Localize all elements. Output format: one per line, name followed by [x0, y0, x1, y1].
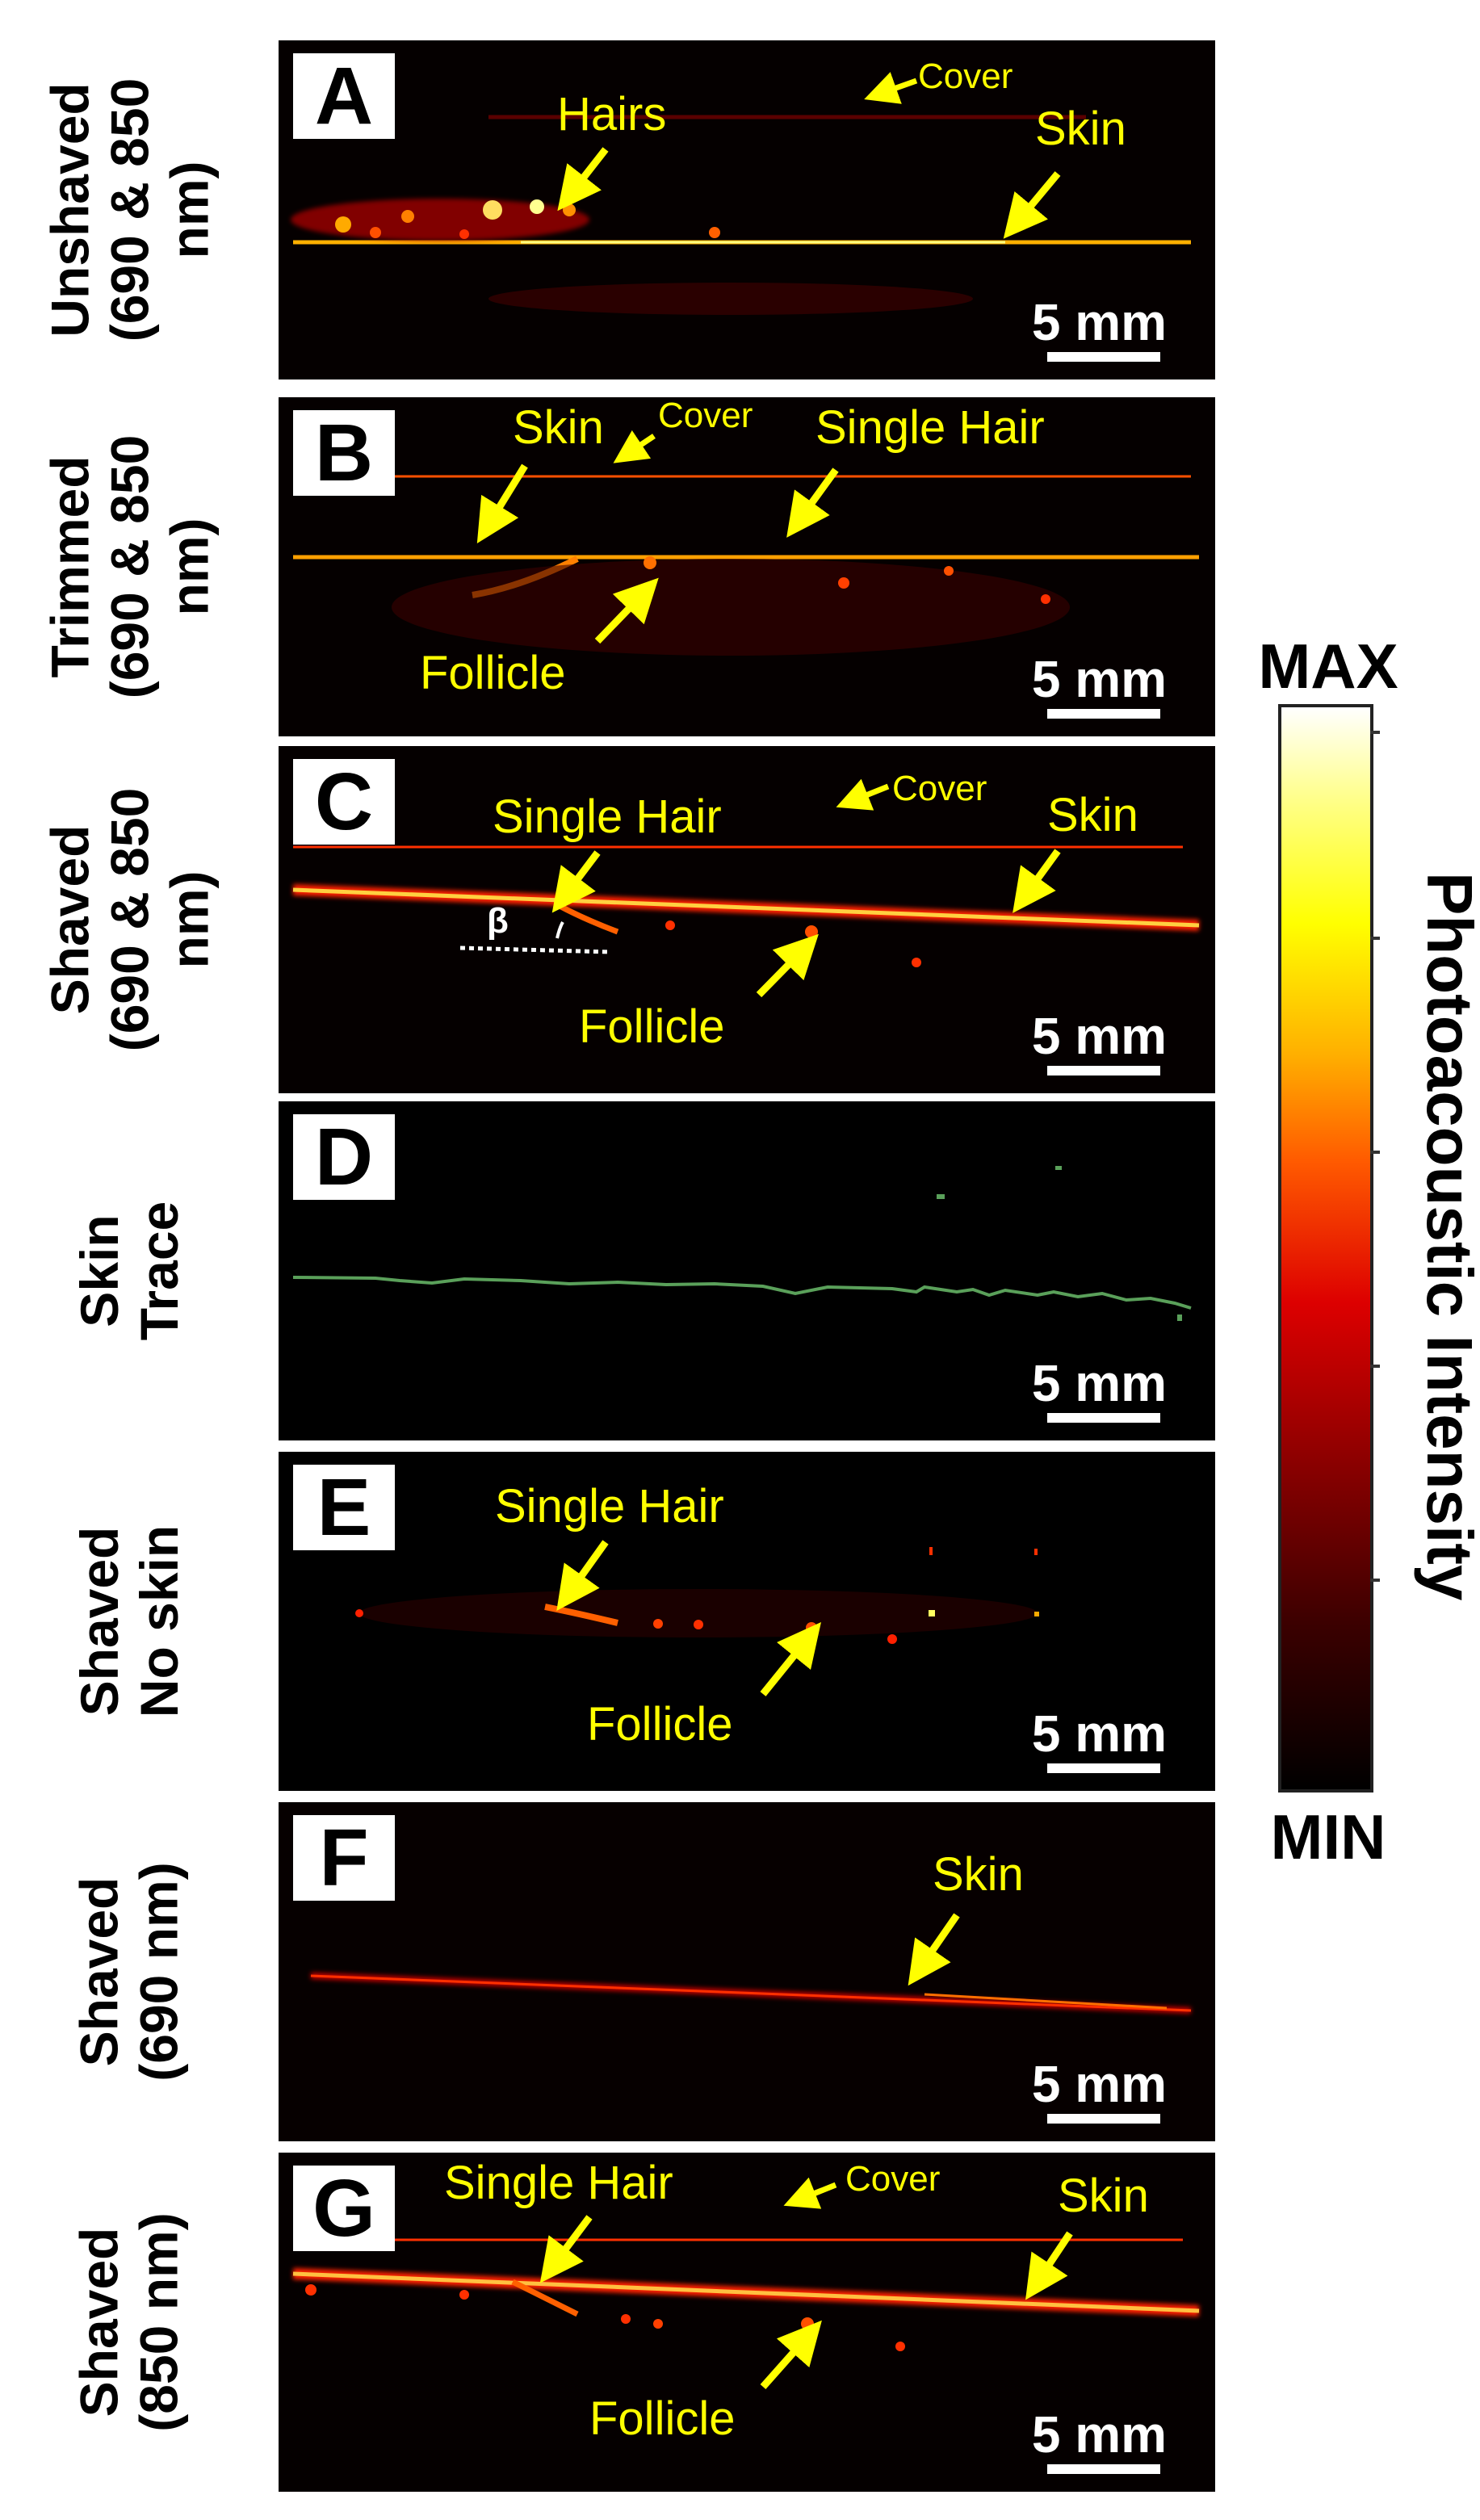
panel-e-image: E Single Hair Follicle 5 mm	[279, 1452, 1215, 1791]
scale-bar-f: 5 mm	[989, 2057, 1167, 2124]
row-label-line: (690 & 850	[99, 787, 159, 1052]
annotation-skin: Skin	[933, 1848, 1024, 1901]
colorbar-tick	[1370, 937, 1380, 940]
annotation-cover: Cover	[892, 769, 987, 808]
row-label-d: Skin Trace	[0, 1101, 258, 1440]
row-label-line: No skin	[128, 1524, 189, 1718]
annotation-skin: Skin	[513, 401, 604, 454]
colorbar-tick	[1370, 1365, 1380, 1368]
row-label-line: Shaved	[69, 1526, 129, 1717]
row-label-line: nm)	[159, 870, 219, 969]
annotation-arrows-a	[557, 72, 1061, 239]
colorbar-tick	[1370, 1151, 1380, 1154]
scale-bar-label: 5 mm	[1031, 1704, 1167, 1763]
colorbar-title-text: Photoacoustic Intensity	[1414, 872, 1480, 1601]
row-label-g: Shaved (850 nm)	[0, 2153, 258, 2492]
panel-letter-b: B	[293, 410, 395, 496]
scale-bar-label: 5 mm	[1031, 2405, 1167, 2463]
row-label-line: (850 nm)	[128, 2212, 189, 2432]
annotation-arrows-c	[551, 778, 1061, 998]
panel-letter-c: C	[293, 759, 395, 845]
row-label-line: Shaved	[40, 824, 99, 1015]
row-label-line: (690 & 850	[99, 78, 159, 342]
panel-f-image: F Skin 5 mm	[279, 1802, 1215, 2141]
panel-letter-d: D	[293, 1114, 395, 1200]
photoacoustic-image-f	[310, 1973, 1192, 2014]
annotation-follicle: Follicle	[589, 2392, 736, 2445]
annotation-single-hair: Single Hair	[495, 1480, 724, 1533]
scale-bar-e: 5 mm	[989, 1707, 1167, 1773]
annotation-hairs: Hairs	[557, 88, 667, 140]
annotation-arrows-f	[908, 1913, 960, 1986]
photoacoustic-image-e	[355, 1547, 1039, 1644]
row-label-line: Trace	[128, 1201, 189, 1341]
row-label-line: Skin	[69, 1214, 129, 1327]
annotation-cover: Cover	[918, 57, 1013, 96]
row-label-e: Shaved No skin	[0, 1452, 258, 1791]
row-label-line: Shaved	[69, 1876, 129, 2067]
colorbar-tick	[1370, 1579, 1380, 1582]
row-label-line: Trimmed	[40, 455, 99, 678]
panel-b-image: B Skin Cover Single Hair Follicle 5 mm	[279, 397, 1215, 736]
row-label-line: Shaved	[69, 2227, 129, 2417]
scale-bar-label: 5 mm	[1031, 1007, 1167, 1065]
annotation-single-hair: Single Hair	[493, 790, 722, 843]
row-label-line: (690 & 850	[99, 434, 159, 699]
row-label-b: Trimmed (690 & 850 nm)	[0, 397, 258, 736]
scale-bar-d: 5 mm	[989, 1356, 1167, 1423]
colorbar-tick	[1370, 731, 1380, 734]
row-label-line: (690 nm)	[128, 1862, 189, 2082]
scale-bar-line	[1047, 1413, 1160, 1423]
panel-d-image: D 5 mm	[279, 1101, 1215, 1440]
row-label-a: Unshaved (690 & 850 nm)	[0, 40, 258, 379]
annotation-arrows-b	[476, 430, 839, 644]
photoacoustic-image-c	[292, 845, 1200, 967]
scale-bar-label: 5 mm	[1031, 2055, 1167, 2113]
panel-letter-f: F	[293, 1815, 395, 1901]
annotation-follicle: Follicle	[587, 1698, 733, 1751]
annotation-cover: Cover	[658, 397, 753, 435]
scale-bar-line	[1047, 2464, 1160, 2474]
panel-letter-g: G	[293, 2166, 395, 2251]
panel-letter-e: E	[293, 1465, 395, 1550]
annotation-single-hair: Single Hair	[815, 401, 1045, 454]
scale-bar-line	[1047, 1763, 1160, 1773]
annotation-arrows-e	[556, 1540, 821, 1696]
colorbar-min-label: MIN	[1270, 1801, 1386, 1872]
scale-bar-label: 5 mm	[1031, 293, 1167, 351]
scale-bar-a: 5 mm	[989, 296, 1167, 362]
scale-bar-b: 5 mm	[989, 652, 1167, 719]
colorbar-max-label: MAX	[1258, 631, 1398, 702]
annotation-skin: Skin	[1047, 789, 1138, 841]
scale-bar-label: 5 mm	[1031, 1354, 1167, 1412]
annotation-skin: Skin	[1058, 2170, 1149, 2222]
annotation-follicle: Follicle	[420, 647, 566, 699]
colorbar	[1278, 704, 1373, 1793]
annotation-skin: Skin	[1035, 103, 1126, 155]
panel-letter-a: A	[293, 53, 395, 139]
scale-bar-line	[1047, 352, 1160, 362]
annotation-cover: Cover	[845, 2159, 941, 2199]
scale-bar-line	[1047, 709, 1160, 719]
annotation-beta: β	[487, 901, 509, 941]
row-label-line: nm)	[159, 518, 219, 616]
annotation-single-hair: Single Hair	[444, 2157, 673, 2209]
photoacoustic-image-b	[293, 473, 1199, 656]
panel-g-image: G Single Hair Cover Skin Follicle 5 mm	[279, 2153, 1215, 2492]
scale-bar-label: 5 mm	[1031, 650, 1167, 708]
scale-bar-line	[1047, 2114, 1160, 2124]
scale-bar-line	[1047, 1066, 1160, 1076]
annotation-arrows-g	[539, 2177, 1073, 2389]
scale-bar-g: 5 mm	[989, 2408, 1167, 2474]
photoacoustic-image-g	[292, 2237, 1200, 2351]
annotation-follicle: Follicle	[579, 1000, 725, 1053]
row-label-f: Shaved (690 nm)	[0, 1802, 258, 2141]
row-label-line: Unshaved	[40, 82, 99, 338]
scale-bar-c: 5 mm	[989, 1009, 1167, 1076]
row-label-c: Shaved (690 & 850 nm)	[0, 746, 258, 1093]
panel-a-image: A Hairs Cover Skin 5 mm	[279, 40, 1215, 379]
skin-trace-image-d	[292, 1166, 1192, 1321]
panel-c-image: C Single Hair Cover Skin Follicle β 5 mm	[279, 746, 1215, 1093]
row-label-line: nm)	[159, 161, 219, 259]
